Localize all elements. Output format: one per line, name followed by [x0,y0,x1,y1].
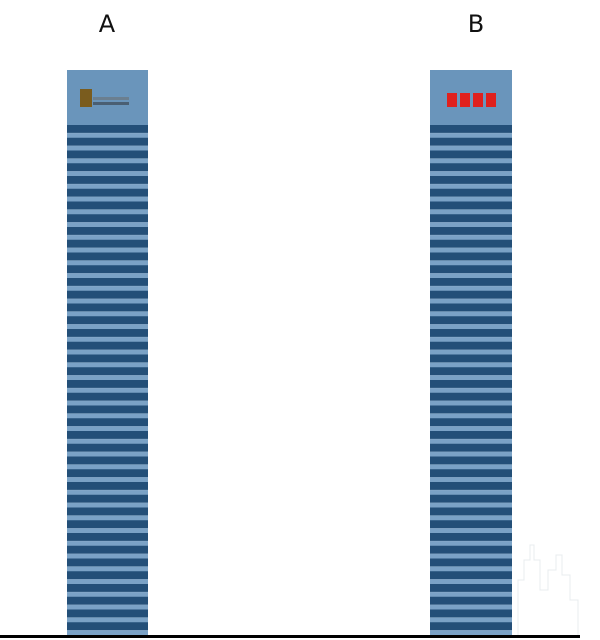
tower-body [67,125,148,636]
logo [447,93,496,107]
tower-body [430,125,512,636]
tower-crown [430,70,512,125]
tower-a [67,70,148,636]
tower-label: A [99,10,116,38]
logo [80,89,129,107]
skyline [517,544,579,636]
tower-label: B [468,10,484,38]
tower-b [430,70,512,636]
